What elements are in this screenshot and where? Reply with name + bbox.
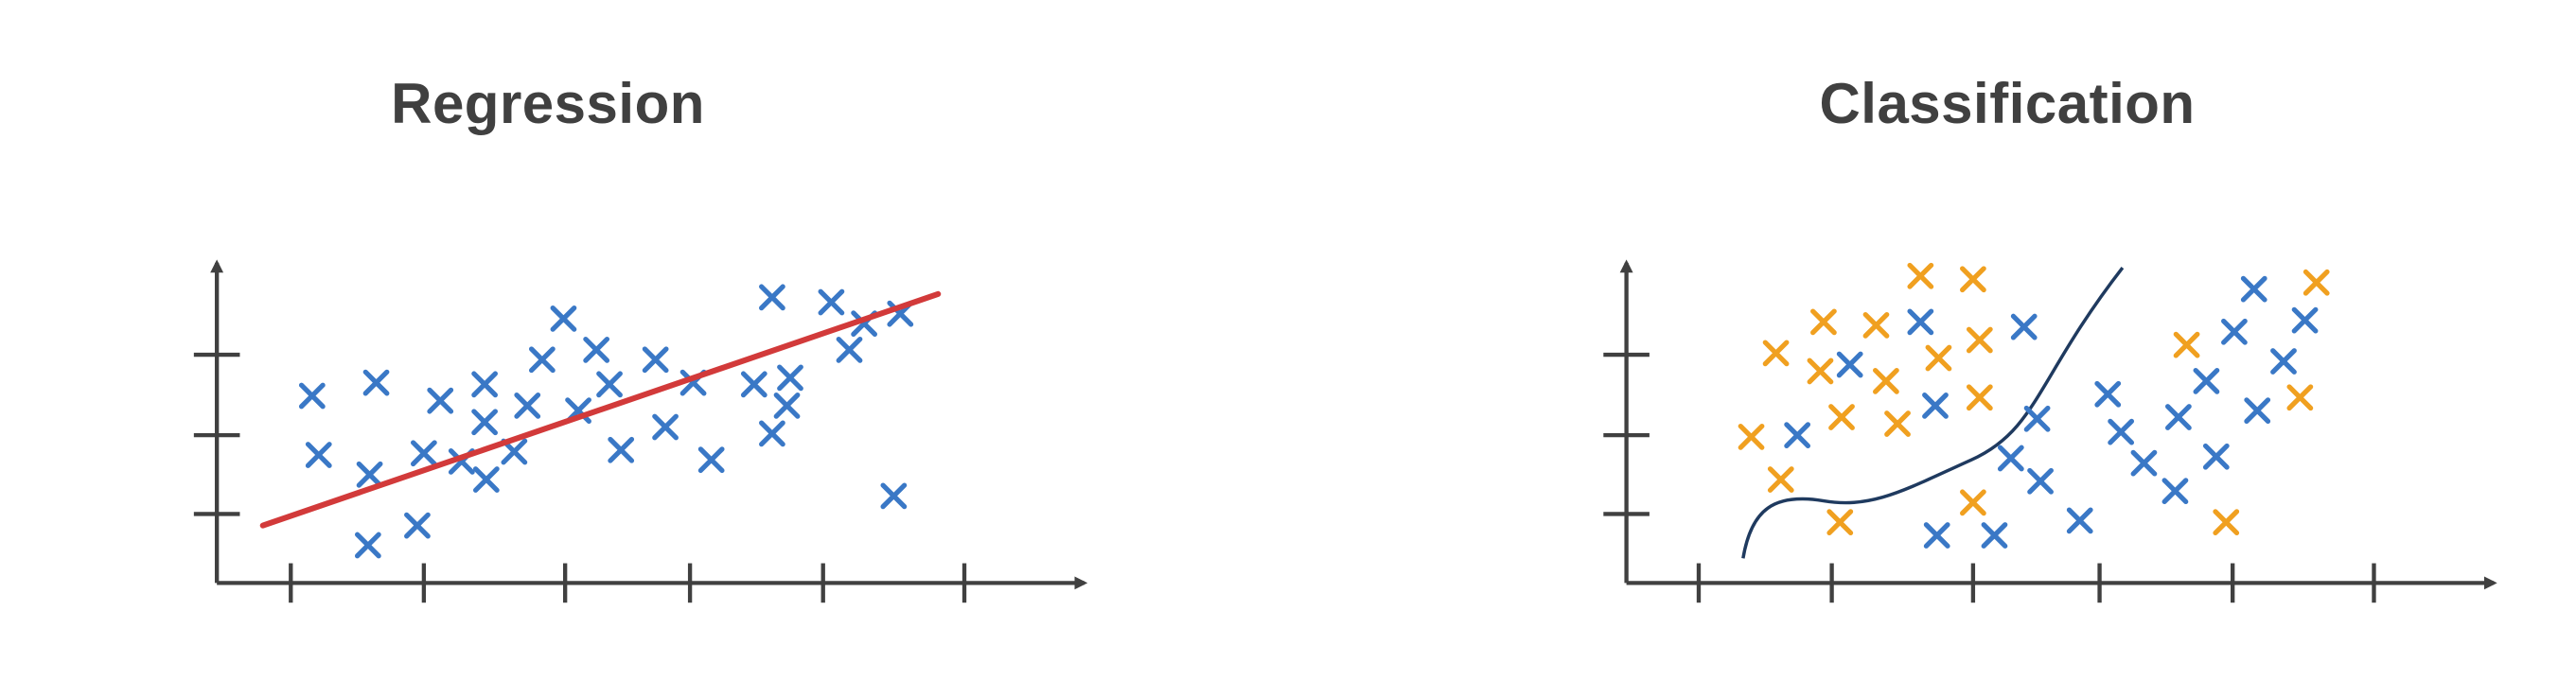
x-mark-icon <box>427 387 454 414</box>
x-mark-icon <box>1922 393 1949 419</box>
x-mark-icon <box>596 371 623 398</box>
x-mark-icon <box>1767 466 1794 493</box>
x-mark-icon <box>2291 306 2319 334</box>
x-mark-icon <box>697 446 725 474</box>
x-mark-icon <box>608 436 635 463</box>
x-mark-icon <box>2023 405 2051 432</box>
x-mark-icon <box>1810 308 1837 336</box>
x-mark-icon <box>550 305 577 332</box>
x-mark-icon <box>1884 410 1911 437</box>
classification-x-ticks <box>1696 563 2376 603</box>
x-mark-icon <box>2221 318 2248 345</box>
regression-points <box>298 284 914 559</box>
x-mark-icon <box>880 482 908 510</box>
x-mark-icon <box>514 393 541 419</box>
x-mark-icon <box>362 369 390 396</box>
x-mark-icon <box>836 336 863 363</box>
x-mark-icon <box>1997 445 2024 472</box>
classification-title: Classification <box>1819 72 2196 135</box>
x-mark-icon <box>1862 311 1890 339</box>
x-mark-icon <box>2202 443 2230 470</box>
x-mark-icon <box>2066 507 2093 534</box>
x-mark-icon <box>2244 397 2271 424</box>
x-mark-icon <box>652 413 679 441</box>
x-mark-icon <box>528 346 556 374</box>
x-mark-icon <box>1784 422 1811 449</box>
decision-boundary-curve <box>1741 267 2125 559</box>
x-mark-icon <box>583 336 610 363</box>
x-mark-icon <box>354 532 381 559</box>
x-mark-icon <box>404 512 431 539</box>
x-mark-icon <box>2108 418 2135 445</box>
x-mark-icon <box>759 420 785 447</box>
x-mark-icon <box>1873 367 1899 394</box>
x-mark-icon <box>1828 404 1855 430</box>
class-a-points <box>1784 275 2319 549</box>
x-mark-icon <box>2130 449 2158 477</box>
x-mark-icon <box>740 371 768 398</box>
x-mark-icon <box>1907 308 1934 336</box>
x-mark-icon <box>305 442 332 468</box>
regression-x-ticks <box>289 563 967 603</box>
x-mark-icon <box>471 409 498 436</box>
x-mark-icon <box>1826 509 1854 536</box>
x-mark-icon <box>471 371 498 398</box>
class-b-points <box>1738 262 2330 536</box>
x-mark-icon <box>1960 489 1986 516</box>
x-mark-icon <box>1923 522 1950 549</box>
x-mark-icon <box>642 346 669 374</box>
x-mark-icon <box>777 364 803 392</box>
x-mark-icon <box>2165 404 2192 430</box>
x-mark-icon <box>1738 423 1765 450</box>
x-mark-icon <box>1981 522 2008 549</box>
x-mark-icon <box>2027 467 2054 495</box>
x-mark-icon <box>1960 266 1986 293</box>
x-mark-icon <box>1925 344 1952 372</box>
classification-axes <box>1603 259 2497 603</box>
x-mark-icon <box>2193 367 2220 394</box>
x-mark-icon <box>1807 358 1834 385</box>
x-mark-icon <box>2213 509 2240 536</box>
x-mark-icon <box>818 288 845 316</box>
x-mark-icon <box>1762 340 1790 367</box>
x-mark-icon <box>759 284 785 311</box>
x-mark-icon <box>472 466 500 493</box>
x-mark-icon <box>2303 269 2330 296</box>
x-mark-icon <box>2240 275 2267 303</box>
regression-axes <box>193 259 1088 603</box>
x-mark-icon <box>2270 348 2297 375</box>
x-mark-icon <box>2161 478 2189 505</box>
x-mark-icon <box>298 382 326 410</box>
regression-fit-line <box>259 290 942 529</box>
x-mark-icon <box>2010 313 2038 340</box>
regression-title: Regression <box>391 72 705 135</box>
x-mark-icon <box>773 393 801 419</box>
x-mark-icon <box>356 461 383 488</box>
x-mark-icon <box>2094 380 2122 408</box>
x-mark-icon <box>2286 384 2314 411</box>
x-mark-icon <box>2173 331 2200 358</box>
classification-y-ticks <box>1603 352 1650 516</box>
x-mark-icon <box>410 440 437 467</box>
x-mark-icon <box>1836 351 1863 378</box>
regression-y-ticks <box>193 352 240 516</box>
x-mark-icon <box>1907 262 1934 289</box>
x-mark-icon <box>1966 326 1993 354</box>
x-mark-icon <box>1966 384 1993 411</box>
